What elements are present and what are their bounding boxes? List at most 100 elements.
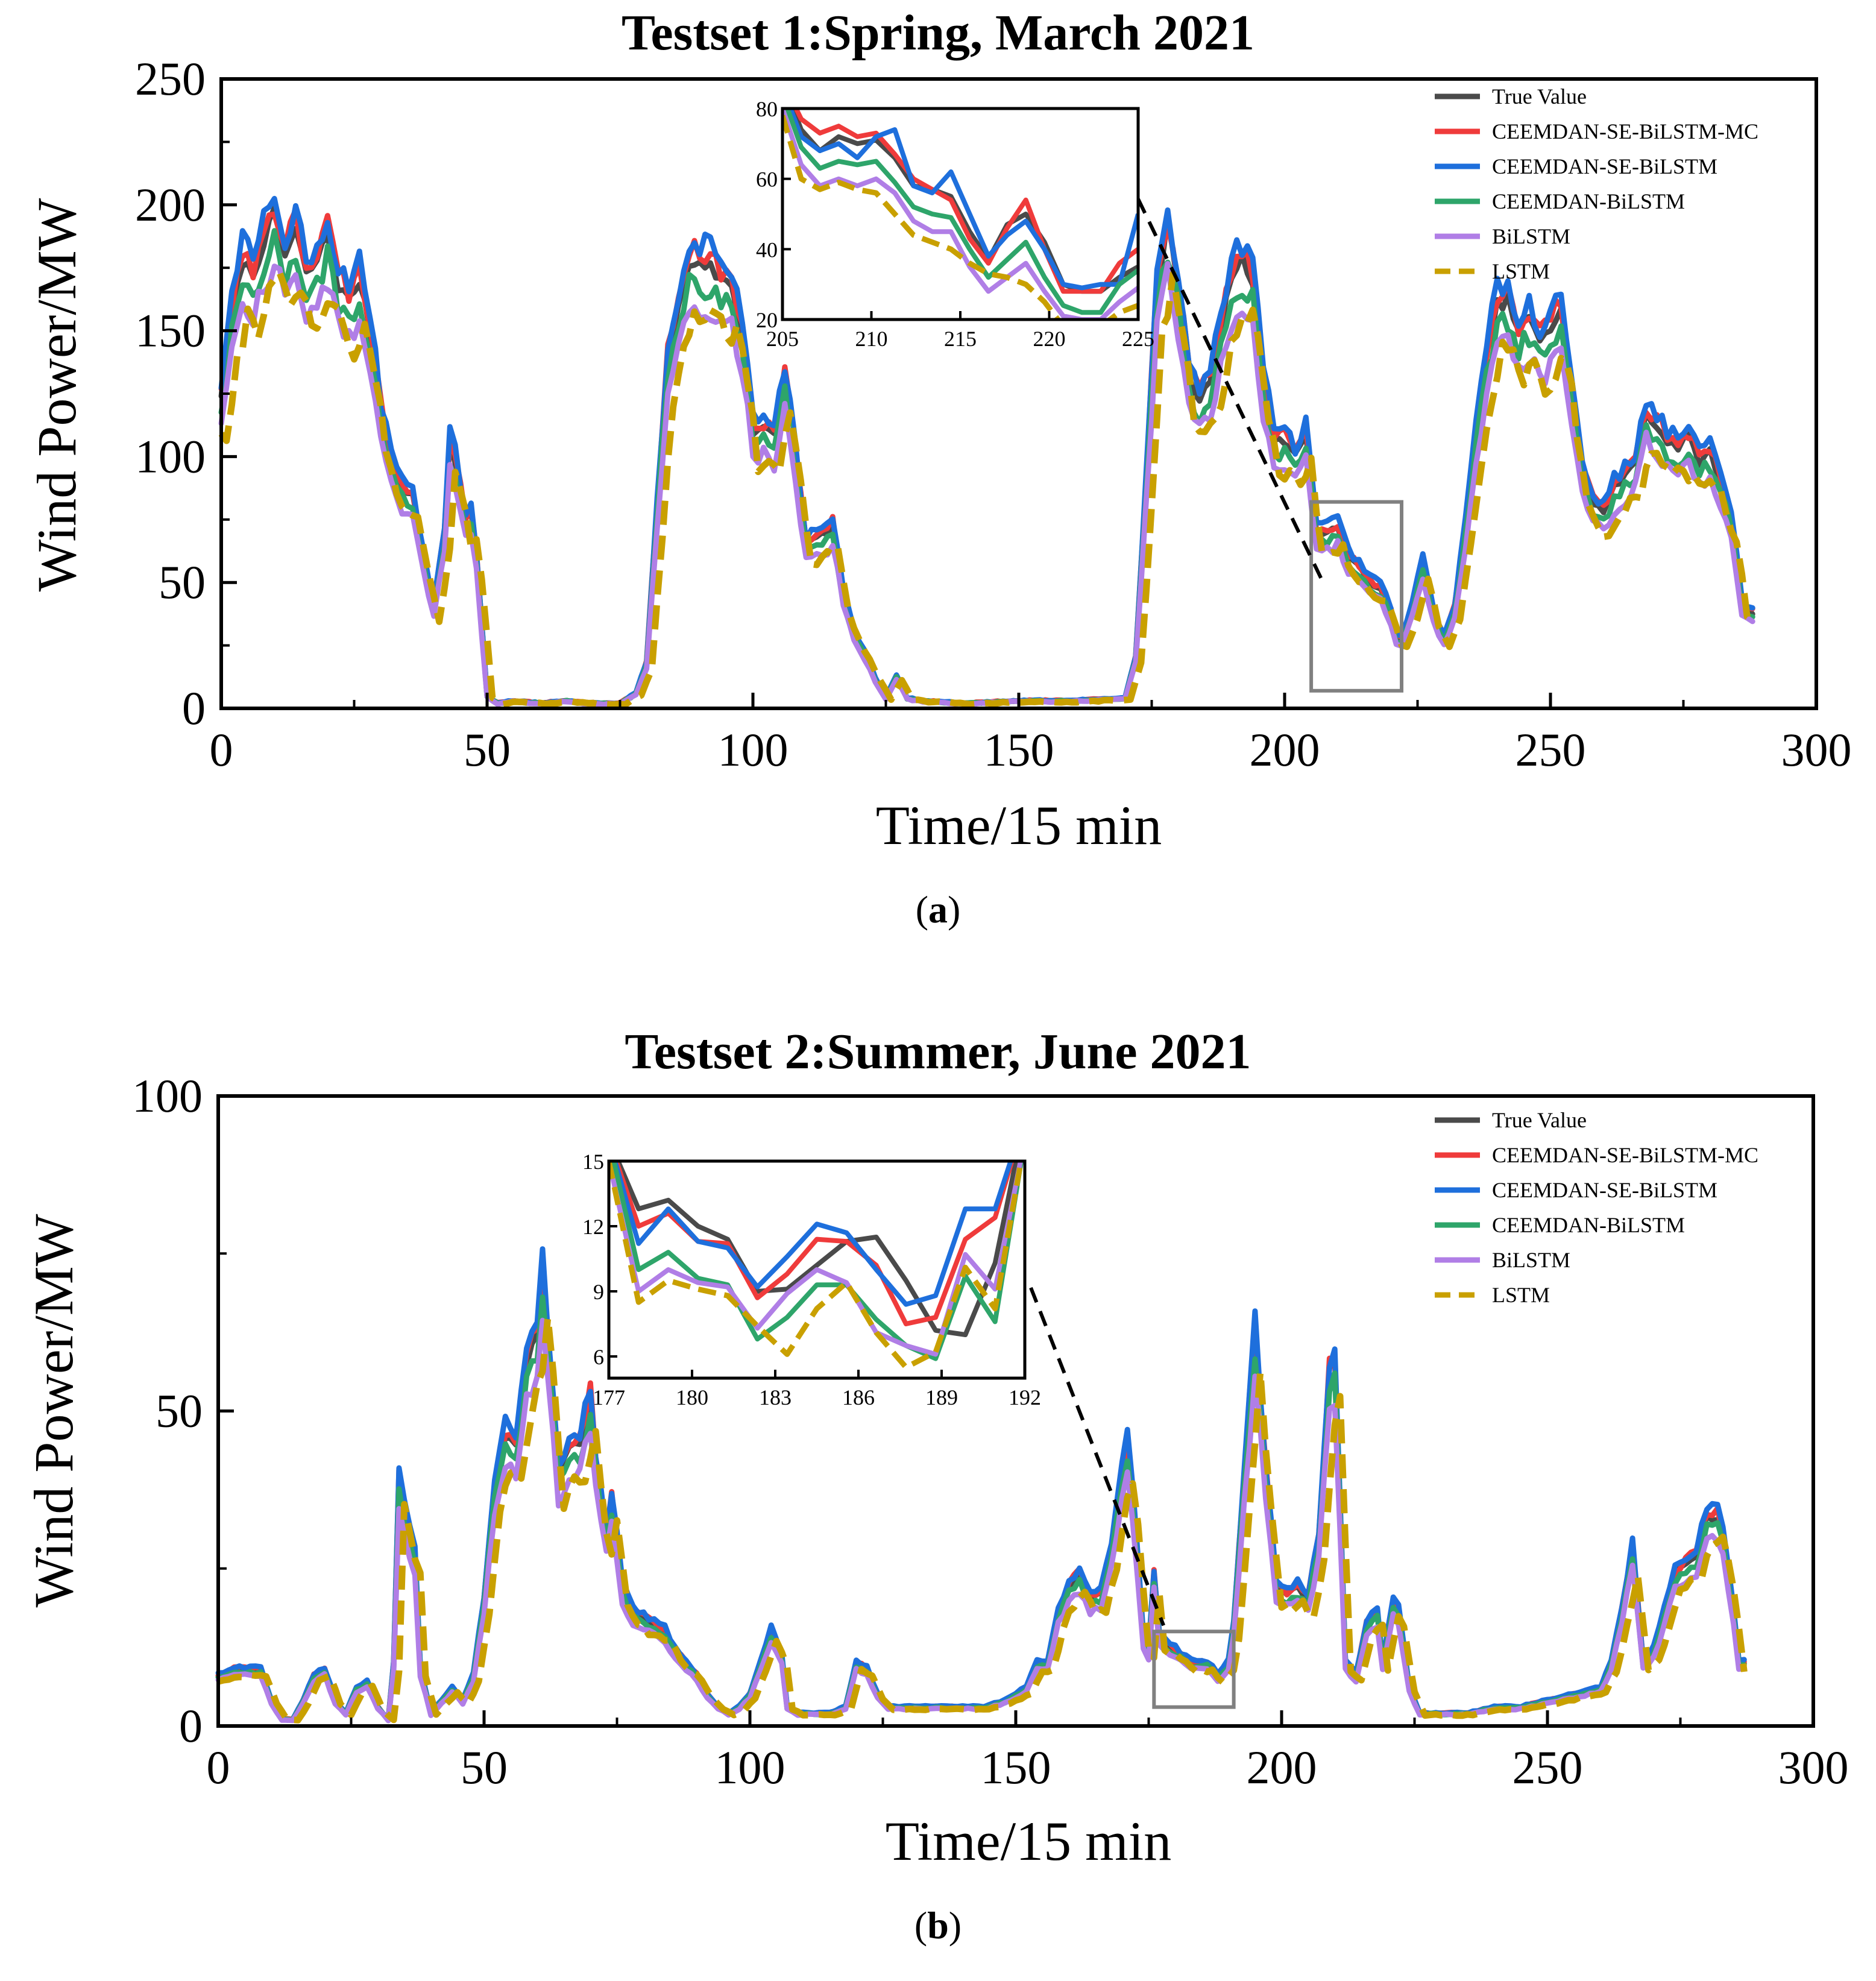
panel-b: Testset 2:Summer, June 2021 Time/15 min … [23,1024,1849,1947]
legend-label-true: True Value [1492,84,1587,109]
panel-a-series [218,195,1755,708]
panel-b-inset: 177 180 183 186 189 192 6 9 12 15 [582,1150,1041,1409]
inset-x-tick-label: 177 [593,1385,625,1409]
inset-y-tick-label: 15 [582,1150,604,1174]
panel-a-caption: (a) [916,888,961,931]
panel-a-xlabel: Time/15 min [876,795,1162,856]
panel-b-inset-series [609,1161,1024,1370]
y-tick-label: 50 [159,556,206,608]
x-tick-label: 250 [1516,723,1586,776]
inset-y-tick-label: 9 [593,1280,604,1304]
y-tick-label: 0 [182,682,206,734]
legend-label-se: CEEMDAN-SE-BiLSTM [1492,1178,1717,1202]
inset-x-tick-label: 189 [925,1385,958,1409]
panel-b-ylabel: Wind Power/MW [23,1214,84,1607]
legend-label-true: True Value [1492,1108,1587,1132]
x-tick-label: 150 [984,723,1054,776]
y-tick-label: 200 [135,178,206,231]
panel-b-axes: 0 50 100 150 200 250 300 0 50 100 [132,1069,1849,1794]
inset-series-line-mc [793,109,1138,294]
inset-clipped-series [609,1161,1024,1370]
x-tick-label: 300 [1781,723,1852,776]
legend-label-ce: CEEMDAN-BiLSTM [1492,1213,1685,1237]
panel-b-plot-frame [216,1094,1815,1728]
inset-series-line-se [788,109,1138,291]
x-tick-label: 50 [464,723,511,776]
legend-label-mc: CEEMDAN-SE-BiLSTM-MC [1492,119,1758,143]
panel-a-legend: True Value CEEMDAN-SE-BiLSTM-MC CEEMDAN-SE… [1435,84,1758,283]
panel-a-zoom [1136,198,1404,693]
inset-y-tick-label: 80 [756,97,778,121]
panel-b-caption-open: ( [914,1904,927,1947]
panel-b-inset-axes: 177 180 183 186 189 192 6 9 12 15 [582,1150,1041,1409]
inset-y-tick-label: 6 [593,1345,604,1369]
y-tick-label: 100 [135,430,206,482]
panel-b-caption-letter: b [927,1904,949,1947]
inset-y-tick-label: 20 [756,308,778,332]
x-tick-label: 200 [1247,1741,1317,1794]
y-tick-label: 0 [179,1699,203,1752]
legend-label-bi: BiLSTM [1492,224,1570,248]
panel-a-caption-open: ( [916,888,928,931]
x-tick-label: 50 [461,1741,508,1794]
x-tick-label: 100 [718,723,788,776]
zoom-connector-line [1029,1287,1165,1627]
x-tick-label: 300 [1778,1741,1849,1794]
panel-a: Testset 1:Spring, March 2021 Time/15 min… [26,5,1852,931]
inset-series-line-ce [611,1161,1024,1361]
series-line-lstm [217,1314,1748,1724]
inset-series-line-lstm [782,115,1138,320]
legend-label-ce: CEEMDAN-BiLSTM [1492,189,1685,213]
series-line-lstm [218,269,1755,708]
inset-x-tick-label: 183 [759,1385,792,1409]
panel-b-zoom [1029,1287,1236,1709]
x-tick-label: 0 [207,1741,230,1794]
inset-series-line-se [612,1161,1013,1307]
inset-x-tick-label: 215 [944,327,977,351]
panel-b-series [215,1246,1748,1724]
inset-x-tick-label: 220 [1033,327,1066,351]
panel-b-inset-frame [607,1159,1027,1380]
inset-y-tick-label: 60 [756,168,778,192]
inset-y-tick-label: 12 [582,1215,604,1239]
panel-b-xlabel: Time/15 min [886,1810,1172,1872]
legend-label-lstm: LSTM [1492,1283,1550,1307]
panel-b-caption: (b) [914,1904,962,1947]
legend-label-lstm: LSTM [1492,259,1550,283]
inset-series-line-true [615,1161,1019,1337]
x-tick-label: 100 [715,1741,785,1794]
panel-b-title: Testset 2:Summer, June 2021 [625,1024,1251,1080]
panel-b-caption-close: ) [949,1904,962,1947]
y-tick-label: 250 [135,52,206,105]
legend-label-se: CEEMDAN-SE-BiLSTM [1492,154,1717,178]
y-tick-label: 150 [135,304,206,357]
panel-a-inset-axes: 205 210 215 220 225 20 40 60 80 [756,97,1154,351]
panel-a-inset: 205 210 215 220 225 20 40 60 80 [756,97,1154,351]
inset-x-tick-label: 210 [855,327,888,351]
panel-a-caption-close: ) [948,888,960,931]
inset-x-tick-label: 180 [676,1385,708,1409]
inset-x-tick-label: 192 [1009,1385,1041,1409]
inset-series-line-ce [785,109,1138,315]
y-tick-label: 50 [156,1385,203,1437]
legend-label-mc: CEEMDAN-SE-BiLSTM-MC [1492,1143,1758,1167]
x-tick-label: 0 [210,723,233,776]
panel-a-title: Testset 1:Spring, March 2021 [622,5,1254,61]
inset-x-tick-label: 186 [842,1385,875,1409]
inset-y-tick-label: 40 [756,238,778,262]
panel-a-plot-frame [219,77,1818,710]
inset-series-line-lstm [609,1161,1024,1370]
x-tick-label: 200 [1250,723,1320,776]
legend-label-bi: BiLSTM [1492,1248,1570,1272]
panel-a-caption-letter: a [928,888,948,931]
x-tick-label: 250 [1512,1741,1583,1794]
zoom-connector-line [1136,198,1324,581]
panel-a-axes: 0 50 100 150 200 250 300 0 50 100 150 200 250 [135,52,1852,776]
inset-x-tick-label: 225 [1122,327,1154,351]
panel-a-ylabel: Wind Power/MW [26,198,87,591]
inset-x-tick-label: 205 [766,327,799,351]
x-tick-label: 150 [981,1741,1051,1794]
zoom-rectangle [1152,1630,1236,1709]
y-tick-label: 100 [132,1069,203,1122]
